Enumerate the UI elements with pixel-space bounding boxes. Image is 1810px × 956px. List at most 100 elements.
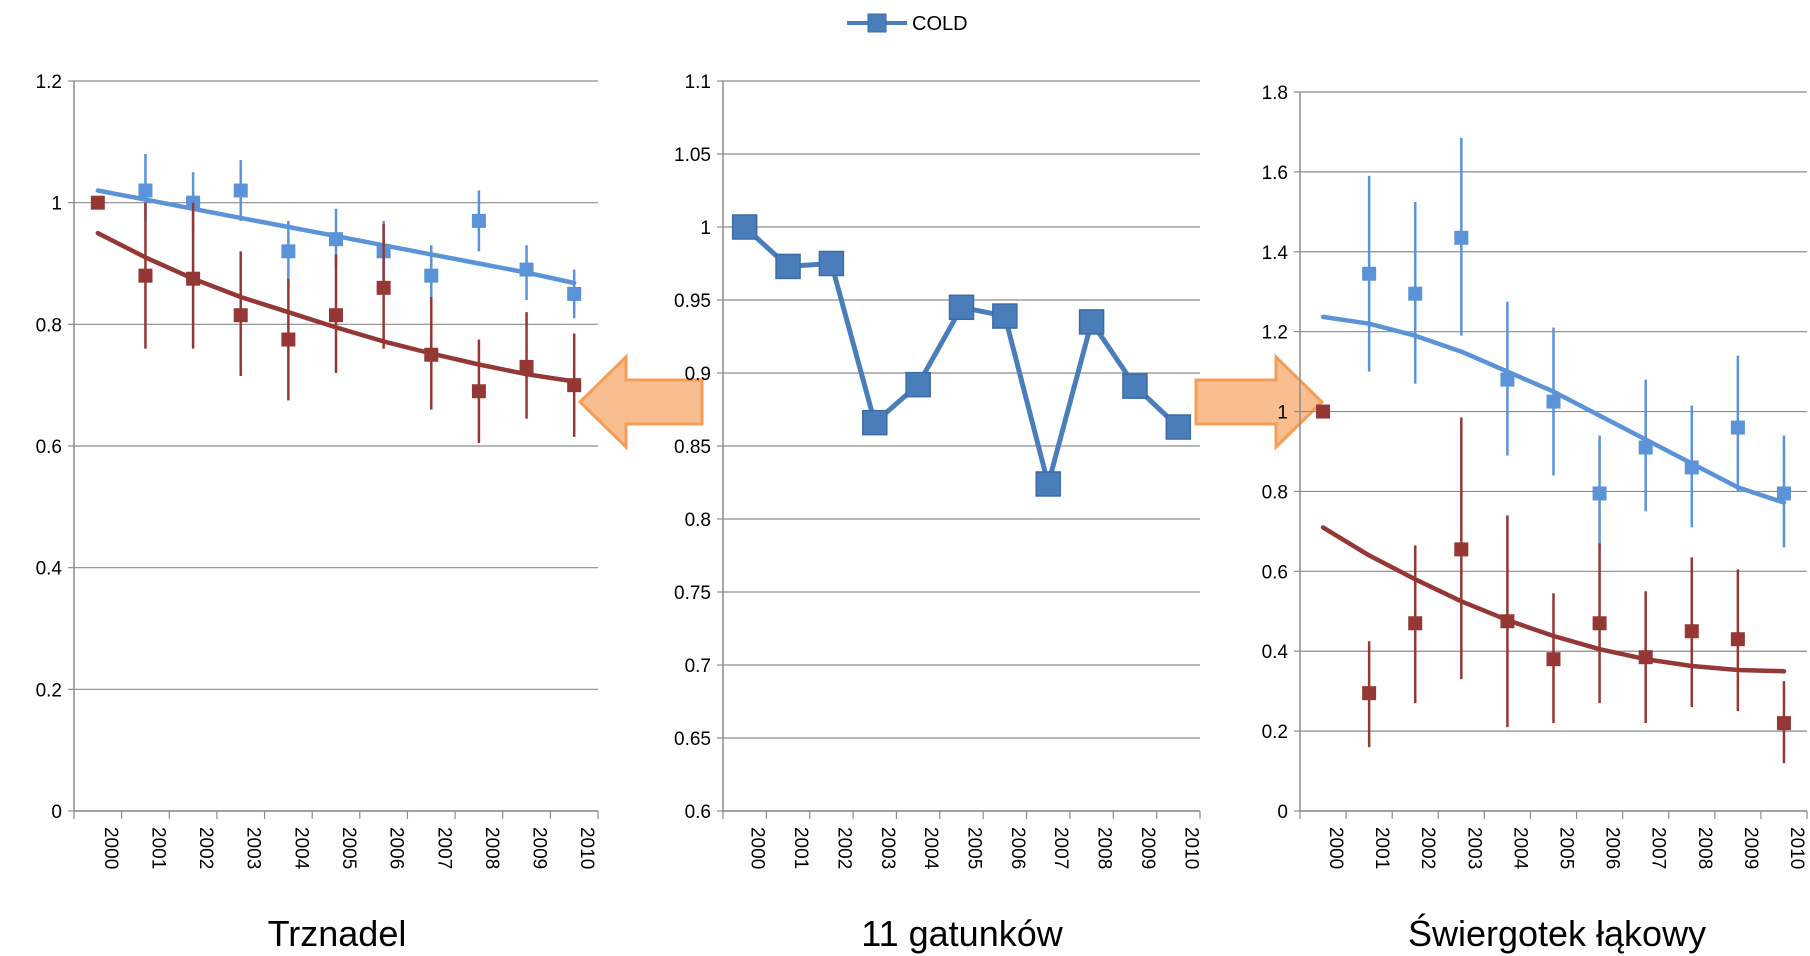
series-0-marker: [905, 371, 931, 398]
x-tick-label: 2007: [1050, 827, 1071, 869]
arrow-left-shape: [577, 353, 704, 451]
series-1-marker: [1592, 616, 1607, 631]
y-tick-label: 0.2: [1262, 722, 1288, 743]
x-tick-label: 2006: [386, 827, 407, 869]
series-0-marker: [1165, 414, 1192, 440]
y-tick-label: 1: [1277, 403, 1288, 424]
series-1-marker: [471, 384, 486, 399]
series-0-marker: [1730, 420, 1745, 435]
series-1-marker: [1730, 632, 1745, 647]
y-tick-label: 1.05: [674, 145, 711, 166]
series-1-marker: [1684, 624, 1699, 639]
y-tick-label: 0.2: [36, 680, 62, 701]
x-tick-label: 2004: [920, 827, 941, 870]
x-tick-label: 2010: [1180, 827, 1201, 869]
series-1-marker: [233, 308, 248, 323]
series-1-marker: [1546, 652, 1561, 667]
y-tick-label: 0: [51, 802, 62, 823]
y-tick-label: 0.9: [685, 364, 711, 385]
series-1-marker: [424, 347, 439, 362]
y-tick-label: 0.4: [36, 559, 63, 580]
x-tick-label: 2007: [433, 827, 454, 869]
x-tick-label: 2001: [790, 827, 811, 869]
y-tick-label: 1: [51, 194, 62, 215]
x-tick-label: 2008: [481, 827, 502, 869]
x-tick-label: 2006: [1602, 827, 1623, 869]
series-0-marker: [1408, 286, 1423, 301]
series-0-marker: [1684, 460, 1699, 475]
series-0-marker: [862, 409, 888, 436]
series-1-marker: [1408, 616, 1423, 631]
chart-trznadel: 0 0.2 0.4 0.6 0.8 1 1.2 2000 2001 2002 2003 2004 200…: [36, 72, 599, 870]
series-0-marker: [281, 244, 296, 259]
series-0-marker: [1638, 440, 1653, 455]
series-0-marker: [1035, 471, 1061, 497]
x-tick-label: 2004: [290, 827, 311, 870]
legend-marker: [867, 13, 887, 33]
series-0-marker: [992, 303, 1018, 329]
series-1-marker: [519, 359, 534, 374]
series-0-marker: [1454, 230, 1469, 245]
series-0-marker: [1078, 309, 1105, 335]
series-0-marker: [1500, 372, 1515, 387]
y-tick-label: 0.7: [685, 656, 711, 677]
chart-title-11-gatunkow: 11 gatunków: [861, 913, 1063, 954]
series-1-marker: [186, 271, 201, 286]
legend: COLD: [847, 13, 968, 35]
x-tick-label: 2003: [877, 827, 898, 869]
series-1-marker: [138, 268, 153, 283]
y-tick-label: 0.75: [674, 583, 711, 604]
x-tick-label: 2009: [1137, 827, 1158, 869]
series-0-marker: [948, 294, 975, 321]
y-tick-label: 1: [700, 218, 711, 239]
y-tick-label: 0.85: [674, 437, 711, 458]
series-1-marker: [1776, 716, 1791, 731]
series-0-marker: [731, 214, 758, 240]
arrow-left: [577, 353, 704, 451]
y-tick-label: 1.8: [1262, 83, 1288, 104]
series-0-marker: [471, 213, 486, 228]
series-0-marker: [1592, 486, 1607, 501]
series-0-marker: [1122, 373, 1148, 399]
x-tick-label: 2007: [1648, 827, 1669, 869]
series-1-marker: [1316, 404, 1331, 419]
y-tick-label: 1.2: [1262, 323, 1288, 344]
series-0-marker: [138, 183, 153, 198]
y-tick-label: 1.1: [685, 72, 711, 93]
x-tick-label: 2010: [1786, 827, 1807, 869]
y-tick-label: 0.8: [36, 315, 62, 336]
x-tick-label: 2005: [964, 827, 985, 869]
chart-11-gatunkow: 0.6 0.65 0.7 0.75 0.8 0.85 0.9 0.95 1 1.05 1.1 2000…: [674, 72, 1201, 870]
y-tick-label: 0.8: [1262, 482, 1288, 503]
series-0-marker: [1362, 266, 1377, 281]
y-tick-label: 0.4: [1262, 642, 1289, 663]
legend-label: COLD: [912, 13, 968, 35]
y-tick-label: 0.6: [36, 437, 62, 458]
series-0-marker: [818, 250, 845, 277]
y-tick-label: 1.4: [1262, 243, 1289, 264]
x-tick-label: 2000: [1325, 827, 1346, 869]
series-1-marker: [90, 195, 105, 210]
y-tick-label: 0: [1277, 802, 1288, 823]
series-0-marker: [775, 253, 801, 280]
x-tick-label: 2003: [1463, 827, 1484, 869]
y-tick-label: 0.6: [685, 802, 711, 823]
series-1-marker: [567, 378, 582, 393]
series-1-marker: [281, 332, 296, 347]
y-tick-label: 0.8: [685, 510, 711, 531]
x-tick-label: 2005: [1556, 827, 1577, 869]
x-tick-label: 2001: [1371, 827, 1392, 869]
series-1-marker: [329, 308, 343, 323]
y-tick-label: 1.2: [36, 72, 62, 93]
x-tick-label: 2005: [338, 827, 359, 869]
series-0-marker: [233, 183, 248, 198]
y-tick-label: 0.6: [1262, 562, 1288, 583]
x-tick-label: 2009: [1740, 827, 1761, 869]
arrow-right-shape: [1194, 353, 1325, 451]
x-tick-label: 2002: [195, 827, 216, 869]
chart-title-swiergotek: Świergotek łąkowy: [1408, 912, 1706, 954]
arrow-right: [1194, 353, 1325, 451]
series-0-marker: [424, 268, 439, 283]
chart-swiergotek: 0 0.2 0.4 0.6 0.8 1 1.2 1.4 1.6 1.8 2000 2001 2002 20…: [1262, 83, 1808, 870]
